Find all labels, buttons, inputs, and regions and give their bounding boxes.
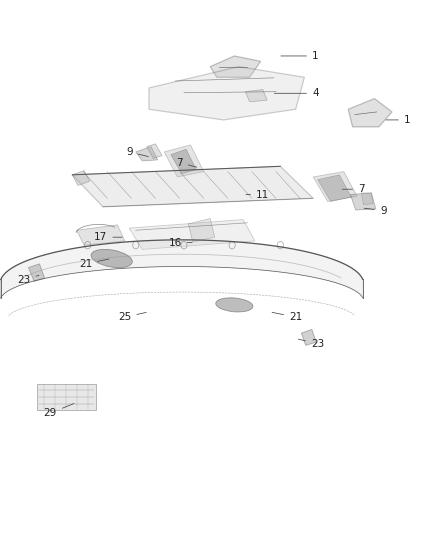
Text: 29: 29 [44,403,74,418]
Text: 17: 17 [94,232,122,242]
Text: 25: 25 [118,312,146,322]
Polygon shape [188,219,215,242]
Text: 23: 23 [18,275,39,285]
Polygon shape [1,240,363,298]
Bar [37,384,96,410]
Polygon shape [72,171,90,185]
Polygon shape [210,56,261,77]
Polygon shape [149,67,304,120]
Text: 11: 11 [246,190,269,199]
Text: 9: 9 [364,206,387,215]
Text: 9: 9 [126,147,148,157]
Polygon shape [350,193,376,210]
Text: 23: 23 [298,339,324,349]
Polygon shape [0,279,1,306]
Ellipse shape [91,249,132,268]
Text: 4: 4 [274,88,319,98]
Text: 1: 1 [386,115,411,125]
Polygon shape [164,145,204,177]
Text: 7: 7 [176,158,197,167]
Polygon shape [72,166,313,207]
Text: 7: 7 [342,184,365,194]
Text: 16: 16 [169,238,192,247]
Polygon shape [77,225,125,245]
Polygon shape [129,220,255,249]
Polygon shape [171,149,196,174]
Polygon shape [301,329,316,345]
Polygon shape [136,147,158,161]
Polygon shape [245,90,267,102]
Polygon shape [361,193,373,205]
Polygon shape [147,144,162,158]
Text: 1: 1 [281,51,319,61]
Text: 21: 21 [272,312,302,322]
Text: 21: 21 [79,259,109,269]
Polygon shape [348,99,392,127]
Polygon shape [318,175,351,201]
Ellipse shape [216,298,253,312]
Polygon shape [28,264,45,281]
Polygon shape [313,172,357,201]
